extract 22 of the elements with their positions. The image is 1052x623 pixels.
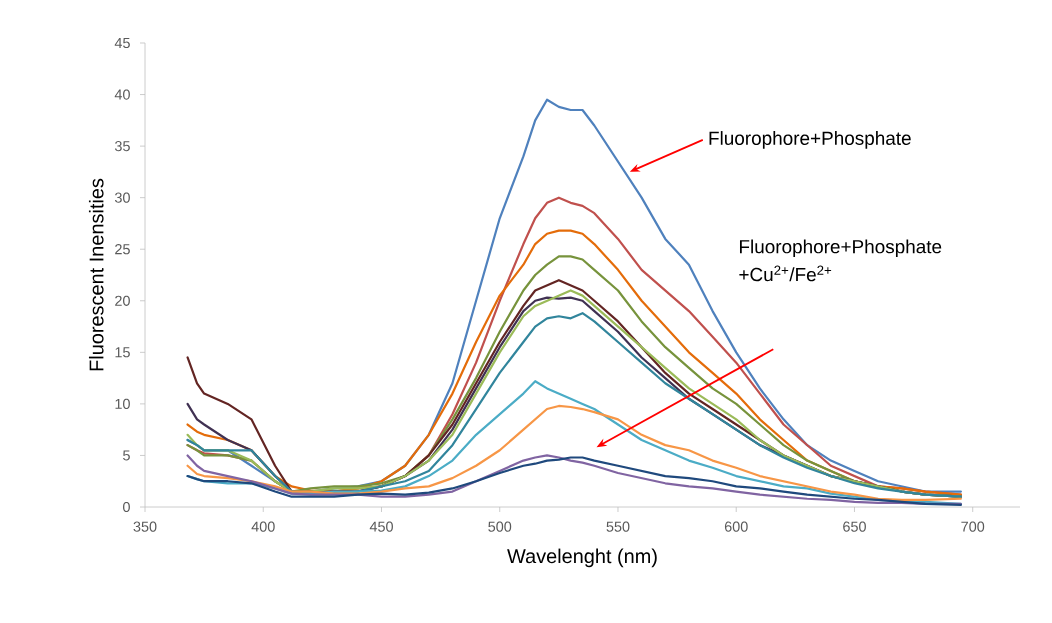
x-tick-label: 500	[488, 521, 512, 532]
annotation: Fluorophore+Phosphate	[709, 131, 911, 149]
y-tick-label: 0	[123, 501, 130, 513]
x-tick-label: 350	[133, 521, 157, 532]
x-tick-label: 600	[724, 521, 748, 532]
y-tick-label: 35	[114, 140, 130, 152]
y-tick-label: 45	[114, 37, 130, 49]
y-tick-label: 10	[115, 398, 130, 409]
x-tick-label: 700	[961, 521, 985, 532]
x-axis-title: Wavelenght (nm)	[507, 548, 657, 568]
y-tick-label: 20	[115, 295, 130, 306]
x-tick-label: 550	[606, 521, 630, 532]
y-tick-label: 30	[114, 192, 130, 203]
y-tick-label: 40	[114, 89, 130, 100]
x-tick-label: 450	[369, 521, 393, 532]
x-tick-label: 400	[251, 521, 275, 532]
annotation: Fluorophore+Phosphate +Cu$^{2+}$/Fe$^{2+}$	[739, 239, 942, 282]
y-axis-title: Fluorescent Inensities	[88, 178, 104, 371]
y-tick-label: 15	[115, 347, 130, 358]
y-tick-label: 25	[115, 244, 130, 255]
x-tick-label: 650	[843, 521, 866, 532]
y-tick-label: 5	[123, 450, 130, 461]
